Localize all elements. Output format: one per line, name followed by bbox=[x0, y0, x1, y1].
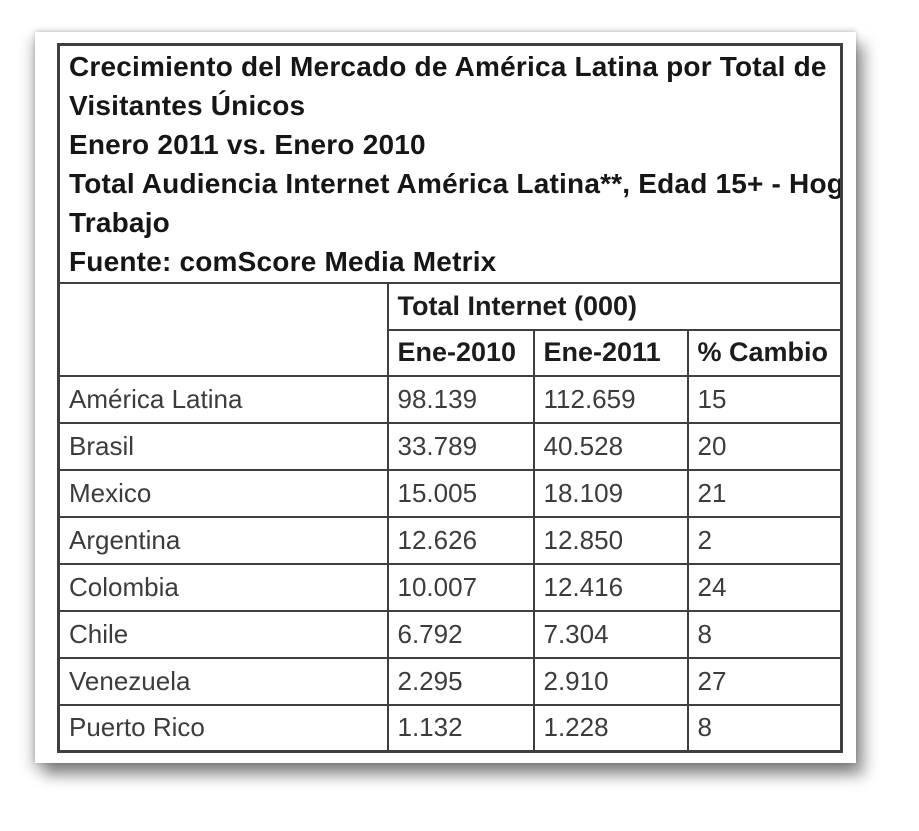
table-row: Brasil 33.789 40.528 20 bbox=[57, 421, 843, 471]
pct-cambio-cell: 8 bbox=[686, 609, 843, 659]
ene-2010-cell: 10.007 bbox=[386, 562, 535, 612]
title-row: Crecimiento del Mercado de América Latin… bbox=[57, 43, 843, 284]
ene-2010-cell: 15.005 bbox=[386, 468, 535, 518]
table-title-cell: Crecimiento del Mercado de América Latin… bbox=[57, 43, 843, 284]
title-line: Enero 2011 vs. Enero 2010 bbox=[69, 128, 426, 160]
table-row: Colombia 10.007 12.416 24 bbox=[57, 562, 843, 612]
title-line: Crecimiento del Mercado de América Latin… bbox=[69, 50, 827, 82]
country-cell: Venezuela bbox=[57, 656, 389, 706]
column-header-ene-2010: Ene-2010 bbox=[386, 328, 535, 377]
ene-2011-cell: 18.109 bbox=[532, 468, 689, 518]
table-row: Chile 6.792 7.304 8 bbox=[57, 609, 843, 659]
title-line: Visitantes Únicos bbox=[69, 89, 306, 121]
country-cell: América Latina bbox=[57, 374, 389, 424]
country-cell: Brasil bbox=[57, 421, 389, 471]
country-cell: Mexico bbox=[57, 468, 389, 518]
ene-2010-cell: 98.139 bbox=[386, 374, 535, 424]
group-header-total-internet: Total Internet (000) bbox=[386, 281, 843, 331]
empty-corner-cell bbox=[57, 281, 389, 377]
source-line: Fuente: comScore Media Metrix bbox=[69, 245, 497, 277]
column-header-row: Ene-2010 Ene-2011 % Cambio bbox=[59, 328, 843, 377]
pct-cambio-cell: 21 bbox=[686, 468, 843, 518]
ene-2010-cell: 1.132 bbox=[386, 703, 535, 753]
country-cell: Chile bbox=[57, 609, 389, 659]
pct-cambio-cell: 20 bbox=[686, 421, 843, 471]
table-row: Venezuela 2.295 2.910 27 bbox=[57, 656, 843, 706]
table-row: Mexico 15.005 18.109 21 bbox=[57, 468, 843, 518]
pct-cambio-cell: 8 bbox=[686, 703, 843, 753]
column-header-pct-cambio: % Cambio bbox=[686, 328, 843, 377]
group-header-row: Total Internet (000) bbox=[57, 281, 843, 377]
table-row: Puerto Rico 1.132 1.228 8 bbox=[57, 703, 843, 753]
ene-2011-cell: 7.304 bbox=[532, 609, 689, 659]
country-cell: Colombia bbox=[57, 562, 389, 612]
ene-2011-cell: 1.228 bbox=[532, 703, 689, 753]
ene-2011-cell: 40.528 bbox=[532, 421, 689, 471]
country-cell: Puerto Rico bbox=[57, 703, 389, 753]
country-cell: Argentina bbox=[57, 515, 389, 565]
ene-2010-cell: 6.792 bbox=[386, 609, 535, 659]
table-row: Argentina 12.626 12.850 2 bbox=[57, 515, 843, 565]
ene-2010-cell: 33.789 bbox=[386, 421, 535, 471]
ene-2011-cell: 2.910 bbox=[532, 656, 689, 706]
pct-cambio-cell: 27 bbox=[686, 656, 843, 706]
title-line: Trabajo bbox=[69, 206, 170, 238]
pct-cambio-cell: 2 bbox=[686, 515, 843, 565]
pct-cambio-cell: 15 bbox=[686, 374, 843, 424]
table-row: América Latina 98.139 112.659 15 bbox=[57, 374, 843, 424]
column-header-ene-2011: Ene-2011 bbox=[532, 328, 689, 377]
title-line: Total Audiencia Internet América Latina*… bbox=[69, 167, 842, 199]
ene-2010-cell: 2.295 bbox=[386, 656, 535, 706]
ene-2011-cell: 12.850 bbox=[532, 515, 689, 565]
ene-2011-cell: 12.416 bbox=[532, 562, 689, 612]
market-growth-table: Crecimiento del Mercado de América Latin… bbox=[57, 43, 844, 753]
ene-2010-cell: 12.626 bbox=[386, 515, 535, 565]
pct-cambio-cell: 24 bbox=[686, 562, 843, 612]
ene-2011-cell: 112.659 bbox=[532, 374, 689, 424]
table-card: Crecimiento del Mercado de América Latin… bbox=[35, 32, 856, 763]
